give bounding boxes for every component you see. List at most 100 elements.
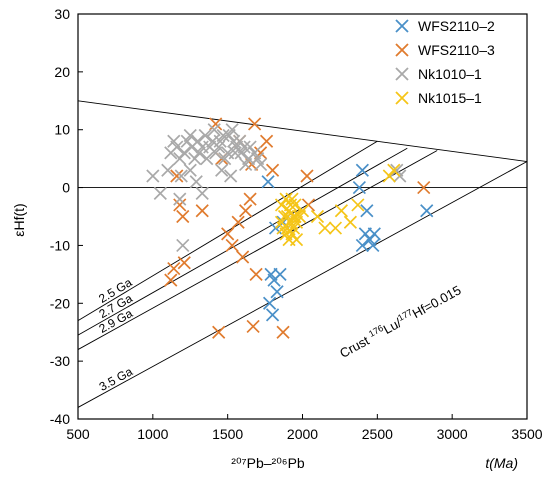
point-nk10151 <box>318 221 332 235</box>
point-nk10101 <box>170 140 184 154</box>
point-nk10101 <box>198 128 212 143</box>
point-nk10101 <box>216 128 230 143</box>
point-wfs21103 <box>417 180 431 195</box>
point-wfs21103 <box>164 273 178 287</box>
legend-label: WFS2110–2 <box>418 18 495 34</box>
point-nk10101 <box>243 140 257 154</box>
legend: WFS2110–2 WFS2110–3 Nk1010–1 Nk1015–1 <box>395 18 495 106</box>
point-nk10101 <box>183 163 197 177</box>
point-wfs21103 <box>167 261 181 276</box>
point-wfs21102 <box>367 227 381 241</box>
legend-marker <box>395 91 409 105</box>
legend-marker <box>395 67 409 81</box>
point-nk10101 <box>153 186 167 200</box>
point-nk10101 <box>173 152 187 166</box>
y-tick-label: -30 <box>50 353 70 369</box>
point-wfs21103 <box>236 250 250 264</box>
point-wfs21103 <box>177 256 191 270</box>
y-tick-label: 10 <box>54 122 70 138</box>
x-tick-label: 2000 <box>287 426 318 442</box>
x-tick-label: 500 <box>66 426 90 442</box>
legend-label: Nk1010–1 <box>418 66 482 82</box>
point-nk10151 <box>279 227 293 241</box>
legend-label: Nk1015–1 <box>418 90 482 106</box>
y-tick-label: -40 <box>50 411 70 427</box>
point-wfs21102 <box>261 175 275 189</box>
x-tick-label: 3500 <box>511 426 542 442</box>
y-tick-label: 30 <box>54 6 70 22</box>
point-nk10151 <box>387 163 401 177</box>
legend-label: WFS2110–3 <box>418 42 495 58</box>
point-wfs21103 <box>173 198 187 212</box>
point-nk10101 <box>173 192 187 206</box>
point-nk10101 <box>237 140 251 154</box>
point-nk10101 <box>161 163 175 177</box>
point-nk10151 <box>334 204 349 218</box>
point-wfs21103 <box>195 204 209 218</box>
point-nk10101 <box>225 123 239 137</box>
point-wfs21103 <box>243 192 257 206</box>
point-wfs21102 <box>265 308 280 322</box>
point-wfs21102 <box>262 296 277 310</box>
reference-line-27Ga <box>78 147 408 336</box>
reference-line-29Ga <box>78 150 438 350</box>
point-nk10101 <box>191 134 205 148</box>
point-wfs21102 <box>420 204 434 218</box>
point-nk10151 <box>382 169 396 183</box>
point-nk10101 <box>233 134 247 148</box>
point-wfs21102 <box>352 180 366 195</box>
point-nk10151 <box>289 233 304 247</box>
point-wfs21103 <box>276 325 290 339</box>
point-nk10101 <box>224 169 238 183</box>
point-nk10101 <box>174 169 188 183</box>
point-wfs21102 <box>355 238 369 253</box>
point-nk10151 <box>274 215 289 229</box>
point-nk10101 <box>183 128 197 143</box>
reference-line-depleted-mantle <box>78 100 527 162</box>
y-tick-label: -10 <box>50 237 70 253</box>
point-wfs21103 <box>176 209 190 224</box>
x-axis-label-main: ²⁰⁷Pb–²⁰⁶Pb <box>231 455 305 471</box>
point-wfs21103 <box>259 134 274 148</box>
point-wfs21102 <box>273 267 287 281</box>
point-wfs21102 <box>366 238 380 253</box>
point-wfs21103 <box>225 238 239 253</box>
point-nk10151 <box>343 215 357 229</box>
point-nk10151 <box>283 198 298 212</box>
point-wfs21102 <box>360 204 374 218</box>
point-wfs21103 <box>231 215 245 229</box>
point-wfs21103 <box>265 163 280 177</box>
data-points <box>146 117 434 339</box>
x-tick-label: 3000 <box>437 426 468 442</box>
point-nk10151 <box>279 192 293 206</box>
reference-line-25Ga <box>78 140 378 322</box>
x-tick-label: 2500 <box>362 426 393 442</box>
evolution-line-label: 3.5 Ga <box>97 364 136 394</box>
point-nk10101 <box>146 169 160 183</box>
point-wfs21103 <box>170 169 184 183</box>
y-tick-label: -20 <box>50 295 70 311</box>
point-nk10101 <box>177 146 191 160</box>
point-nk10101 <box>195 186 209 200</box>
point-nk10151 <box>310 209 325 224</box>
point-wfs21103 <box>248 117 262 131</box>
evolution-line-labels: 2.5 Ga2.7 Ga2.9 Ga3.5 Ga <box>96 275 135 394</box>
point-wfs21102 <box>270 285 284 299</box>
y-tick-label: 0 <box>62 180 70 196</box>
point-nk10101 <box>189 175 203 189</box>
point-wfs21102 <box>355 163 369 177</box>
legend-marker <box>395 43 409 57</box>
x-tick-label: 1000 <box>137 426 168 442</box>
axis-ticks: 500 1000 1500 2000 2500 3000 3500 30 20 10 0 -10 -20… <box>50 6 543 442</box>
point-nk10151 <box>328 221 343 235</box>
point-nk10101 <box>253 157 268 172</box>
point-nk10101 <box>207 123 221 137</box>
x-axis-label-unit: t(Ma) <box>485 455 518 471</box>
point-nk10151 <box>295 204 310 218</box>
crust-annotation: Crust 176Lu/177Hf=0.015 <box>337 282 464 361</box>
point-wfs21103 <box>212 325 226 339</box>
y-tick-label: 20 <box>54 64 70 80</box>
point-nk10101 <box>200 152 214 166</box>
point-nk10101 <box>188 152 202 166</box>
